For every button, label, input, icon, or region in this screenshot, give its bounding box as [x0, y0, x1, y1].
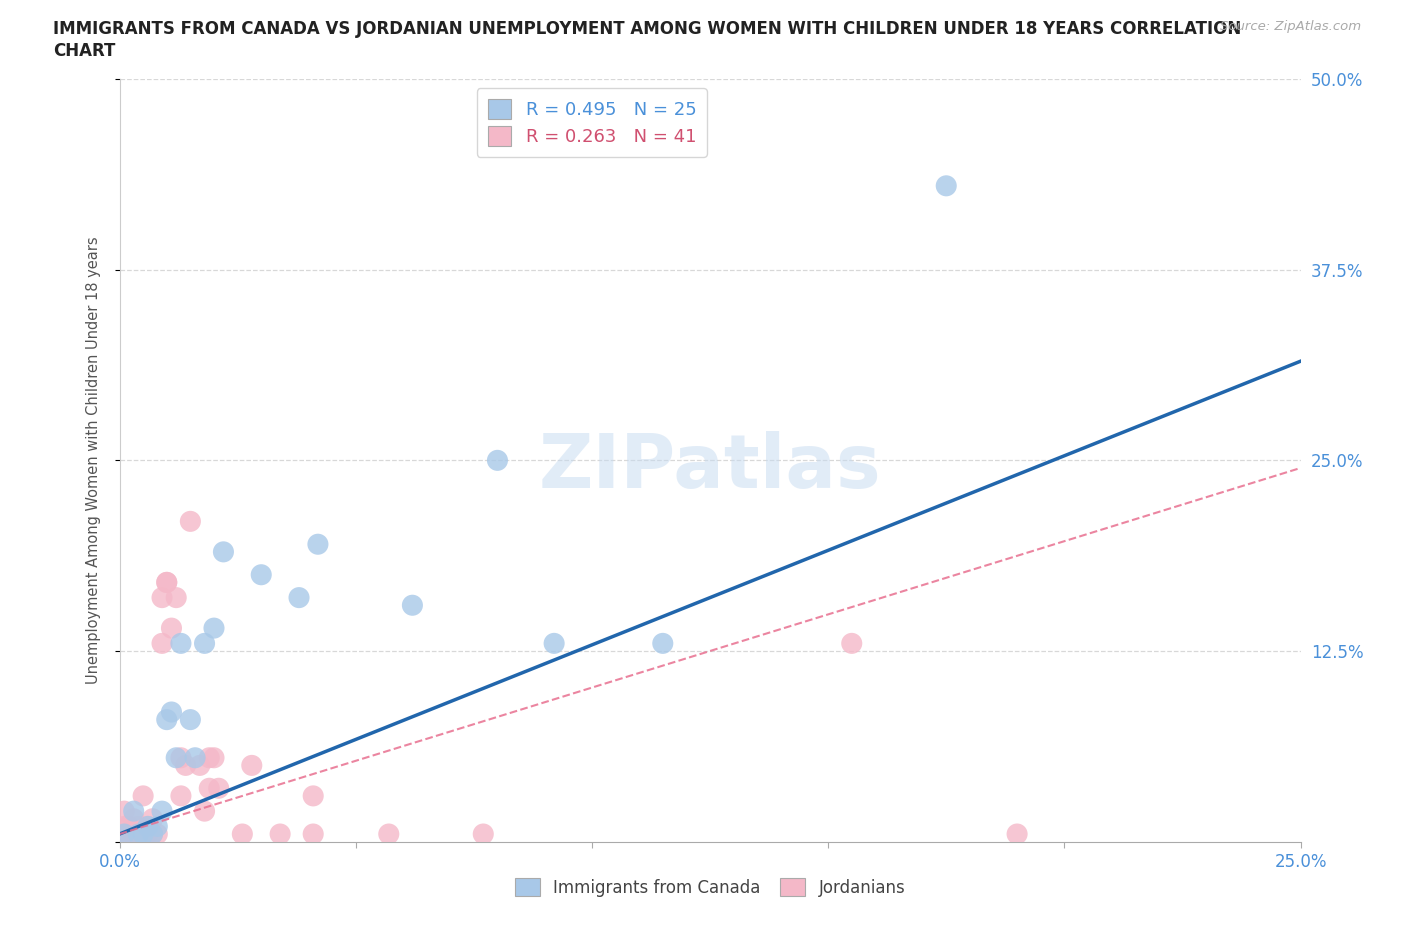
- Point: [156, 575, 179, 590]
- Point: [112, 827, 135, 842]
- Point: [193, 804, 215, 818]
- Point: [184, 751, 207, 765]
- Point: [170, 636, 193, 651]
- Point: [198, 781, 221, 796]
- Point: [302, 827, 325, 842]
- Point: [240, 758, 263, 773]
- Point: [401, 598, 423, 613]
- Point: [150, 591, 173, 605]
- Point: [651, 636, 673, 651]
- Point: [202, 751, 225, 765]
- Text: IMMIGRANTS FROM CANADA VS JORDANIAN UNEMPLOYMENT AMONG WOMEN WITH CHILDREN UNDER: IMMIGRANTS FROM CANADA VS JORDANIAN UNEM…: [53, 20, 1241, 38]
- Point: [156, 712, 179, 727]
- Point: [112, 804, 135, 818]
- Point: [150, 636, 173, 651]
- Point: [136, 827, 159, 842]
- Point: [165, 591, 187, 605]
- Point: [174, 758, 197, 773]
- Point: [146, 827, 169, 842]
- Text: ZIPatlas: ZIPatlas: [538, 432, 882, 504]
- Point: [132, 827, 155, 842]
- Point: [122, 827, 145, 842]
- Point: [136, 819, 159, 834]
- Point: [198, 751, 221, 765]
- Point: [112, 827, 135, 842]
- Y-axis label: Unemployment Among Women with Children Under 18 years: Unemployment Among Women with Children U…: [86, 236, 101, 684]
- Point: [250, 567, 273, 582]
- Point: [543, 636, 565, 651]
- Point: [307, 537, 329, 551]
- Point: [118, 819, 141, 834]
- Point: [118, 827, 141, 842]
- Point: [302, 789, 325, 804]
- Text: Source: ZipAtlas.com: Source: ZipAtlas.com: [1220, 20, 1361, 33]
- Point: [122, 804, 145, 818]
- Point: [127, 819, 149, 834]
- Point: [142, 827, 165, 842]
- Point: [160, 705, 183, 720]
- Point: [127, 827, 149, 842]
- Point: [1005, 827, 1028, 842]
- Point: [472, 827, 495, 842]
- Point: [136, 819, 159, 834]
- Point: [170, 751, 193, 765]
- Point: [112, 819, 135, 834]
- Point: [212, 544, 235, 559]
- Point: [127, 827, 149, 842]
- Point: [231, 827, 253, 842]
- Point: [122, 811, 145, 826]
- Legend: Immigrants from Canada, Jordanians: Immigrants from Canada, Jordanians: [508, 871, 912, 903]
- Point: [132, 827, 155, 842]
- Text: CHART: CHART: [53, 42, 115, 60]
- Point: [486, 453, 509, 468]
- Point: [202, 620, 225, 635]
- Point: [935, 179, 957, 193]
- Point: [841, 636, 863, 651]
- Point: [288, 591, 311, 605]
- Point: [165, 751, 187, 765]
- Point: [179, 712, 201, 727]
- Point: [378, 827, 401, 842]
- Point: [142, 811, 165, 826]
- Point: [160, 620, 183, 635]
- Point: [142, 827, 165, 842]
- Point: [193, 636, 215, 651]
- Point: [146, 819, 169, 834]
- Point: [132, 789, 155, 804]
- Point: [179, 514, 201, 529]
- Point: [156, 575, 179, 590]
- Point: [170, 789, 193, 804]
- Point: [188, 758, 211, 773]
- Point: [150, 804, 173, 818]
- Point: [208, 781, 231, 796]
- Point: [269, 827, 291, 842]
